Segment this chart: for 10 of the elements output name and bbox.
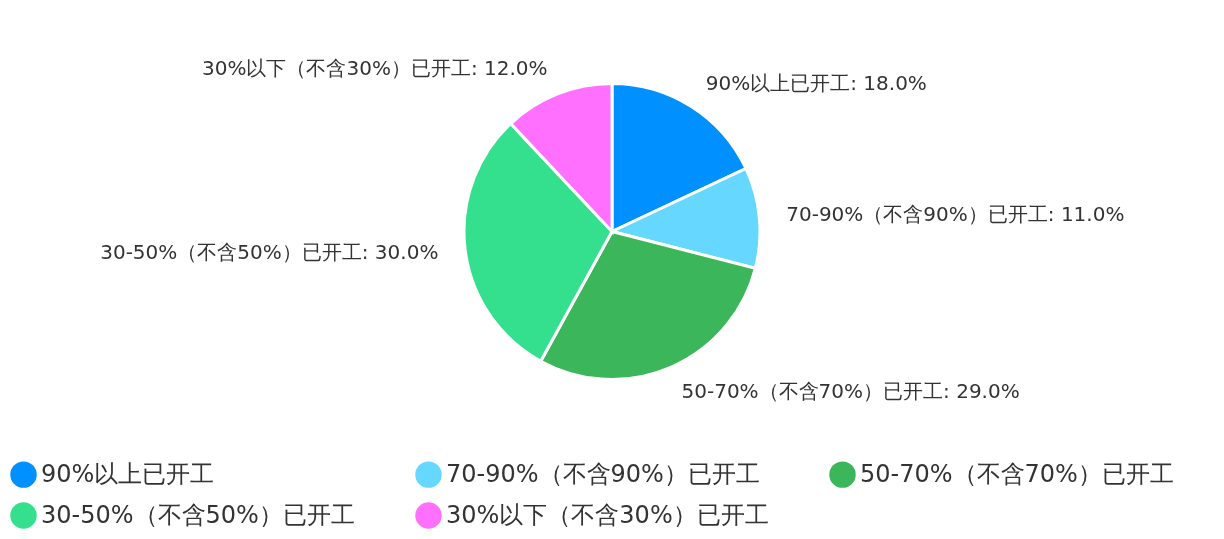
data-label: 30-50%（不含50%）已开工: 30.0% [100, 240, 439, 265]
data-label: 90%以上已开工: 18.0% [705, 70, 927, 95]
legend-label: 70-90%（不含90%）已开工 [446, 459, 760, 488]
data-label: 30%以下（不含30%）已开工: 12.0% [202, 55, 548, 80]
legend-label: 30%以下（不含30%）已开工 [446, 500, 769, 529]
legend-label: 50-70%（不含70%）已开工 [860, 459, 1174, 488]
data-label: 50-70%（不含70%）已开工: 29.0% [681, 379, 1020, 404]
data-label: 70-90%（不含90%）已开工: 11.0% [786, 202, 1125, 227]
legend-label: 90%以上已开工 [41, 459, 215, 488]
legend-label: 30-50%（不含50%）已开工 [41, 500, 355, 529]
